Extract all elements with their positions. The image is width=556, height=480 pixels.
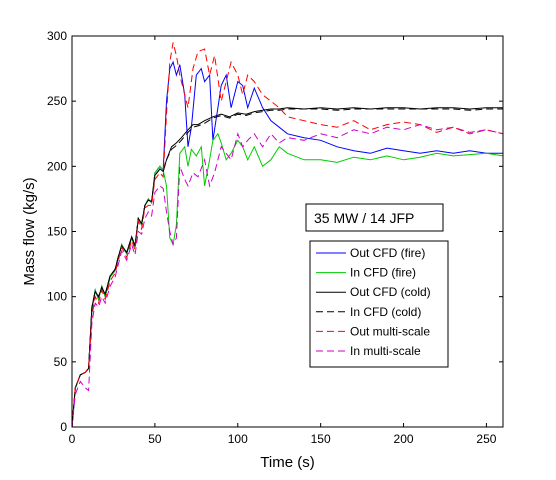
- x-tick-label: 100: [228, 432, 248, 446]
- series-line-6: [72, 124, 503, 427]
- x-axis-label: Time (s): [260, 454, 314, 471]
- series-line-2: [72, 132, 503, 427]
- annotation-text: 35 MW / 14 JFP: [314, 210, 414, 226]
- x-tick-label: 250: [476, 432, 496, 446]
- legend-label-3: Out CFD (cold): [350, 285, 431, 299]
- x-tick-label: 200: [394, 432, 414, 446]
- legend-label-2: In CFD (fire): [350, 266, 416, 280]
- legend-label-1: Out CFD (fire): [350, 246, 425, 260]
- y-tick-label: 250: [47, 94, 67, 108]
- x-tick-label: 0: [69, 432, 76, 446]
- legend-label-5: Out multi-scale: [350, 324, 430, 338]
- annotation-box: 35 MW / 14 JFP: [305, 203, 444, 232]
- series-line-5: [72, 42, 503, 427]
- y-tick-label: 50: [54, 355, 68, 369]
- plot-area: [72, 42, 503, 427]
- legend-box: [309, 240, 449, 368]
- x-tick-label: 50: [148, 432, 162, 446]
- y-tick-label: 200: [47, 159, 67, 173]
- x-tick-label: 150: [311, 432, 331, 446]
- legend-label-4: In CFD (cold): [350, 305, 421, 319]
- legend-label-6: In multi-scale: [350, 344, 421, 358]
- y-tick-label: 100: [47, 290, 67, 304]
- y-tick-label: 0: [60, 420, 67, 434]
- legend: Out CFD (fire) In CFD (fire) Out CFD (cold…: [309, 240, 449, 368]
- series-line-4: [72, 108, 503, 427]
- y-tick-label: 150: [47, 225, 67, 239]
- y-axis-label: Mass flow (kg/s): [21, 177, 38, 285]
- y-tick-label: 300: [47, 29, 67, 43]
- axis-ticks: 0 50 100 150 200 250 0 50 100 150 200 250 300: [47, 29, 503, 446]
